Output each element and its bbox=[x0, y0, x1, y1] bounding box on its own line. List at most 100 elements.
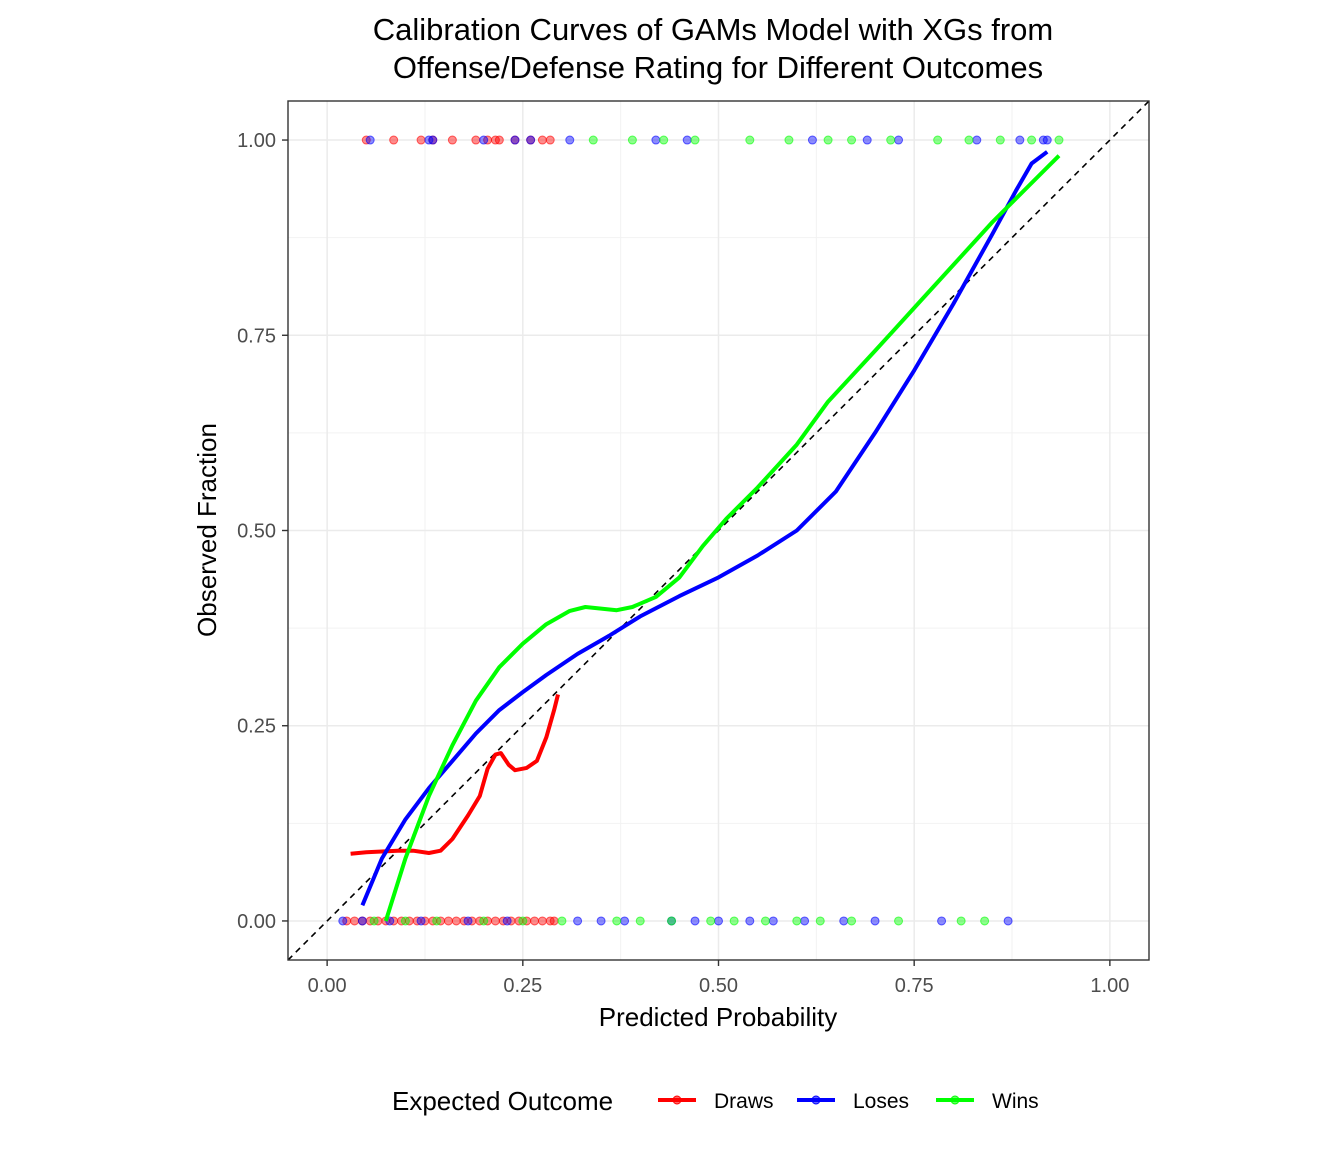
y-axis-title: Observed Fraction bbox=[192, 423, 222, 637]
point-wins-y0 bbox=[729, 916, 739, 926]
y-axis-ticks: 0.00 0.25 0.50 0.75 1.00 bbox=[237, 130, 288, 933]
point-wins-y1 bbox=[823, 135, 833, 145]
point-loses-y1 bbox=[479, 135, 489, 145]
data-points-group bbox=[338, 135, 1064, 926]
point-wins-y1 bbox=[690, 135, 700, 145]
point-loses-y0 bbox=[690, 916, 700, 926]
point-wins-y1 bbox=[1054, 135, 1064, 145]
point-loses-y1 bbox=[862, 135, 872, 145]
point-loses-y1 bbox=[1015, 135, 1025, 145]
curve-loses bbox=[360, 150, 1049, 907]
point-loses-y0 bbox=[768, 916, 778, 926]
point-loses-y0 bbox=[937, 916, 947, 926]
point-draws-y0 bbox=[350, 916, 360, 926]
point-loses-y1 bbox=[894, 135, 904, 145]
point-wins-y1 bbox=[964, 135, 974, 145]
point-wins-y1 bbox=[933, 135, 943, 145]
point-loses-y0 bbox=[620, 916, 630, 926]
point-wins-y0 bbox=[792, 916, 802, 926]
point-loses-y1 bbox=[807, 135, 817, 145]
point-loses-y1 bbox=[651, 135, 661, 145]
point-wins-y1 bbox=[847, 135, 857, 145]
legend-key-point-draws bbox=[672, 1095, 682, 1105]
x-axis-title: Predicted Probability bbox=[599, 1002, 837, 1032]
point-loses-y0 bbox=[596, 916, 606, 926]
point-wins-y0 bbox=[956, 916, 966, 926]
point-draws-y1 bbox=[447, 135, 457, 145]
y-tick-label: 0.00 bbox=[237, 911, 276, 933]
point-draws-y1 bbox=[545, 135, 555, 145]
point-draws-y1 bbox=[537, 135, 547, 145]
point-loses-y0 bbox=[338, 916, 348, 926]
legend-label-draws: Draws bbox=[714, 1090, 774, 1113]
point-wins-y1 bbox=[886, 135, 896, 145]
point-draws-y0 bbox=[537, 916, 547, 926]
point-wins-y1 bbox=[627, 135, 637, 145]
point-wins-y1 bbox=[784, 135, 794, 145]
y-tick-label: 0.75 bbox=[237, 325, 276, 347]
point-wins-y0 bbox=[760, 916, 770, 926]
legend-entries: Draws Loses Wins bbox=[658, 1090, 1039, 1113]
point-loses-y0 bbox=[714, 916, 723, 926]
chart-title-line-2: Offense/Defense Rating for Different Out… bbox=[393, 50, 1043, 85]
point-wins-y0 bbox=[432, 916, 442, 926]
curve-draws bbox=[350, 694, 560, 856]
y-tick-label: 1.00 bbox=[237, 130, 276, 152]
point-wins-y0 bbox=[635, 916, 645, 926]
point-loses-y1 bbox=[526, 135, 536, 145]
point-wins-y0 bbox=[479, 916, 489, 926]
point-wins-y1 bbox=[588, 135, 598, 145]
point-wins-y1 bbox=[659, 135, 669, 145]
x-tick-label: 0.50 bbox=[699, 975, 738, 997]
point-loses-y0 bbox=[745, 916, 755, 926]
legend: Expected Outcome Draws Loses Wins bbox=[392, 1086, 1039, 1116]
point-wins-y1 bbox=[1027, 135, 1037, 145]
point-draws-y0 bbox=[443, 916, 453, 926]
x-axis-ticks: 0.00 0.25 0.50 0.75 1.00 bbox=[308, 960, 1129, 997]
point-loses-y1 bbox=[972, 135, 982, 145]
calibration-curves-group bbox=[350, 150, 1061, 922]
y-tick-label: 0.50 bbox=[237, 521, 276, 543]
point-loses-y0 bbox=[1003, 916, 1013, 926]
point-wins-y1 bbox=[745, 135, 755, 145]
x-tick-label: 0.25 bbox=[503, 975, 542, 997]
point-wins-y0 bbox=[518, 916, 528, 926]
point-wins-y0 bbox=[369, 916, 379, 926]
point-loses-y0 bbox=[839, 916, 849, 926]
legend-title: Expected Outcome bbox=[392, 1086, 613, 1116]
point-loses-y1 bbox=[428, 135, 438, 145]
point-wins-y0 bbox=[706, 916, 716, 926]
curve-wins bbox=[383, 154, 1061, 922]
point-loses-y0 bbox=[573, 916, 583, 926]
point-loses-y0 bbox=[463, 916, 473, 926]
point-loses-y0 bbox=[870, 916, 880, 926]
point-wins-y0 bbox=[400, 916, 410, 926]
point-loses-y0 bbox=[357, 916, 367, 926]
x-tick-label: 0.75 bbox=[895, 975, 934, 997]
point-loses-y1 bbox=[365, 135, 375, 145]
point-draws-y0 bbox=[451, 916, 461, 926]
point-wins-y0 bbox=[667, 916, 677, 926]
point-draws-y0 bbox=[549, 916, 559, 926]
point-draws-y1 bbox=[471, 135, 481, 145]
point-loses-y0 bbox=[800, 916, 810, 926]
legend-key-point-wins bbox=[950, 1095, 960, 1105]
point-loses-y1 bbox=[565, 135, 575, 145]
point-draws-y0 bbox=[530, 916, 540, 926]
point-wins-y0 bbox=[847, 916, 857, 926]
legend-key-point-loses bbox=[811, 1095, 821, 1105]
point-wins-y0 bbox=[815, 916, 825, 926]
point-wins-y0 bbox=[894, 916, 904, 926]
point-loses-y1 bbox=[510, 135, 520, 145]
point-wins-y0 bbox=[980, 916, 990, 926]
y-tick-label: 0.25 bbox=[237, 716, 276, 738]
legend-label-loses: Loses bbox=[853, 1090, 909, 1113]
legend-label-wins: Wins bbox=[992, 1090, 1039, 1113]
point-wins-y0 bbox=[612, 916, 622, 926]
x-tick-label: 1.00 bbox=[1090, 975, 1129, 997]
point-draws-y1 bbox=[389, 135, 399, 145]
point-draws-y1 bbox=[494, 135, 504, 145]
point-loses-y1 bbox=[1042, 135, 1052, 145]
point-loses-y0 bbox=[416, 916, 426, 926]
